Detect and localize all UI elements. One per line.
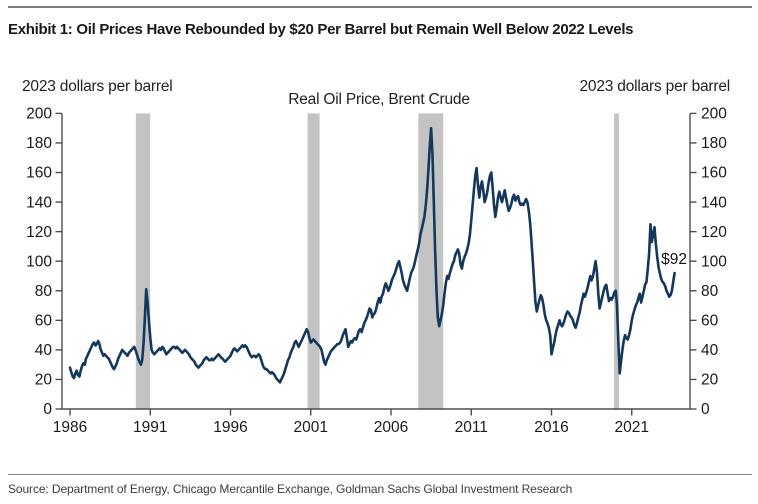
x-axis-tick-label: 2001: [294, 419, 328, 436]
x-axis-tick-label: 2021: [615, 419, 649, 436]
right-axis-unit-label: 2023 dollars per barrel: [579, 78, 731, 95]
latest-price-annotation: $92: [661, 251, 687, 268]
y-axis-tick-label-left: 120: [26, 224, 52, 241]
y-axis-tick-label-left: 200: [26, 106, 52, 123]
x-axis-tick-label: 2011: [455, 419, 488, 436]
y-axis-tick-label-right: 180: [701, 135, 727, 152]
y-axis-tick-label-left: 140: [26, 194, 52, 211]
top-divider: [8, 6, 752, 8]
y-axis-tick-label-right: 120: [701, 224, 727, 241]
x-axis-tick-label: 1996: [213, 419, 247, 436]
y-axis-tick-label-right: 140: [701, 194, 727, 211]
recession-band: [418, 113, 444, 410]
y-axis-tick-label-right: 160: [701, 165, 727, 182]
x-axis-tick-label: 2006: [374, 419, 408, 436]
left-axis-unit-label: 2023 dollars per barrel: [22, 78, 173, 95]
x-axis-tick-label: 1991: [133, 419, 167, 436]
y-axis-tick-label-right: 80: [701, 283, 719, 300]
y-axis-tick-label-right: 40: [701, 342, 719, 359]
y-axis-tick-label-left: 100: [26, 253, 52, 270]
y-axis-tick-label-left: 160: [26, 165, 52, 182]
recession-band: [135, 113, 151, 410]
y-axis-tick-label-left: 20: [35, 372, 53, 389]
chart-title: Real Oil Price, Brent Crude: [288, 91, 470, 108]
y-axis-tick-label-left: 180: [26, 135, 52, 152]
y-axis-tick-label-left: 40: [35, 342, 53, 359]
exhibit-title: Exhibit 1: Oil Prices Have Rebounded by …: [8, 21, 634, 38]
y-axis-tick-label-left: 80: [35, 283, 53, 300]
bottom-divider: [8, 474, 752, 475]
recession-band: [307, 113, 320, 410]
source-attribution: Source: Department of Energy, Chicago Me…: [8, 482, 573, 496]
y-axis-tick-label-left: 60: [35, 313, 53, 330]
y-axis-tick-label-left: 0: [43, 401, 52, 418]
x-axis-tick-label: 2016: [534, 419, 568, 436]
oil-price-series-line: [68, 126, 676, 384]
y-axis-tick-label-right: 20: [701, 372, 719, 389]
y-axis-tick-label-right: 200: [701, 106, 727, 123]
x-axis-tick-label: 1986: [53, 419, 87, 436]
y-axis-tick-label-right: 0: [701, 401, 710, 418]
y-axis-tick-label-right: 100: [701, 253, 727, 270]
y-axis-tick-label-right: 60: [701, 313, 719, 330]
recession-band: [614, 113, 619, 410]
